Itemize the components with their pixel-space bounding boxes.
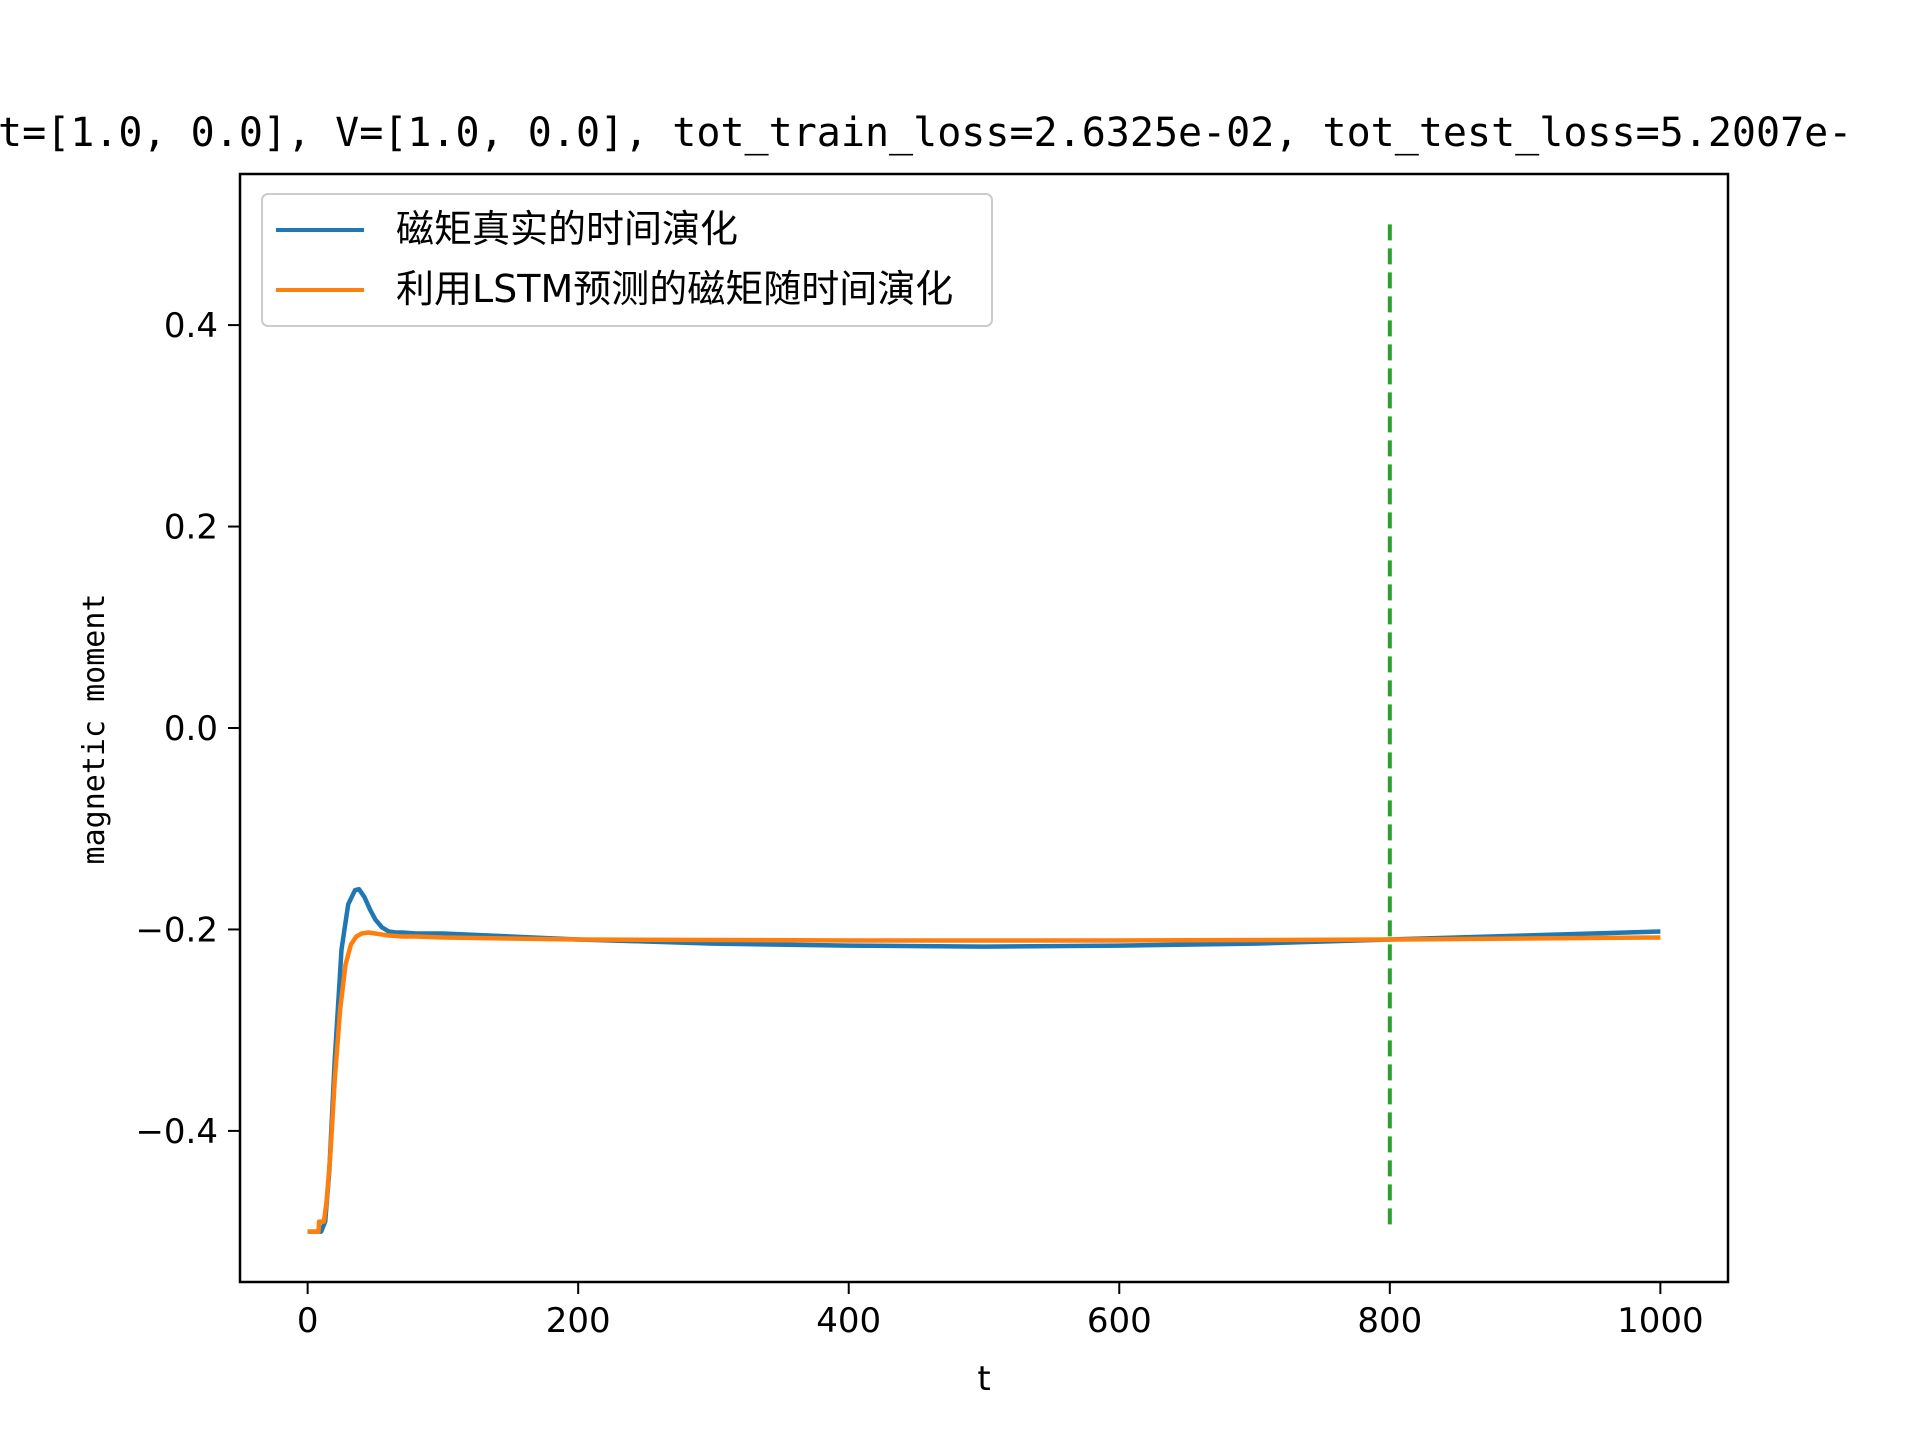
y-tick-label: 0.2 (164, 508, 218, 548)
x-axis: 0 200 400 600 800 1000 (297, 1282, 1704, 1341)
chart-title: t=[1.0, 0.0], V=[1.0, 0.0], tot_train_lo… (0, 110, 1852, 156)
x-tick-label: 0 (297, 1301, 319, 1341)
series-line-lstm-pred (307, 930, 1661, 1234)
y-axis-label: magnetic moment (77, 594, 112, 865)
y-tick-label: −0.4 (135, 1112, 218, 1152)
series-layer (307, 224, 1661, 1234)
x-axis-label: t (977, 1359, 990, 1399)
plot-area-frame (238, 172, 1730, 1284)
y-tick-label: 0.4 (164, 306, 218, 346)
x-tick-label: 600 (1087, 1301, 1152, 1341)
legend: 磁矩真实的时间演化 利用LSTM预测的磁矩随时间演化 (261, 193, 993, 327)
x-tick-label: 200 (546, 1301, 611, 1341)
x-tick-label: 1000 (1617, 1301, 1704, 1341)
y-tick-label: −0.2 (135, 910, 218, 950)
x-tick-label: 400 (816, 1301, 881, 1341)
y-axis: 0.4 0.2 0.0 −0.2 −0.4 (135, 306, 240, 1152)
legend-label-pred-series: 利用LSTM预测的磁矩随时间演化 (396, 267, 953, 311)
legend-label-true-series: 磁矩真实的时间演化 (396, 207, 738, 251)
legend-box (261, 193, 993, 327)
y-tick-label: 0.0 (164, 709, 218, 749)
x-tick-label: 800 (1357, 1301, 1422, 1341)
